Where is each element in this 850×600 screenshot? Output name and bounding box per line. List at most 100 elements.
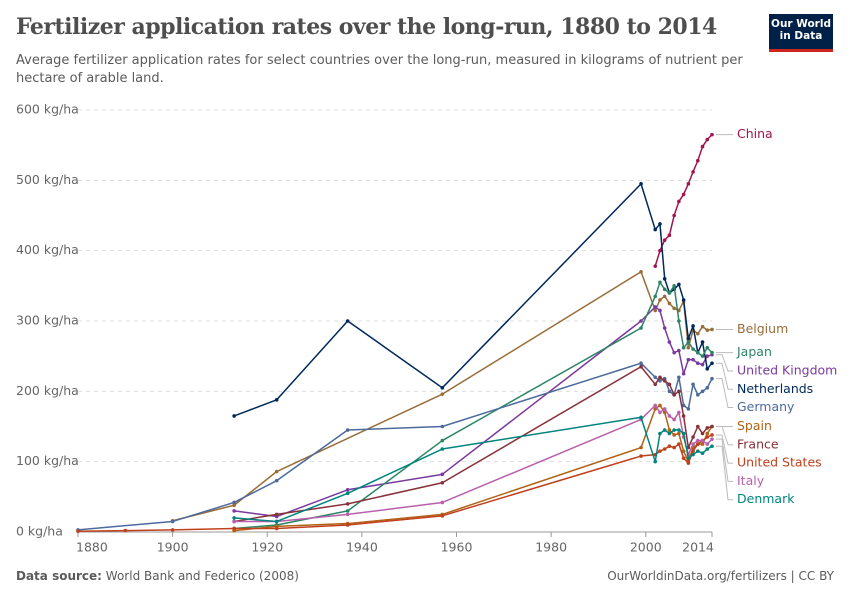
data-point	[170, 519, 175, 524]
data-point	[677, 389, 681, 394]
data-point	[677, 348, 681, 353]
series-line	[234, 306, 713, 518]
data-point	[232, 503, 236, 508]
data-point	[667, 301, 672, 306]
data-point	[658, 280, 662, 285]
x-tick-label: 2000	[630, 540, 662, 555]
source-text: World Bank and Federico (2008)	[105, 569, 299, 583]
data-point	[691, 449, 695, 453]
data-point	[705, 435, 710, 439]
x-tick-label: 1980	[535, 540, 567, 555]
data-point	[662, 326, 667, 330]
series-line	[77, 362, 713, 531]
data-point	[686, 357, 691, 362]
source-label: Data source:	[16, 569, 102, 583]
data-point	[667, 389, 672, 394]
data-point	[705, 367, 710, 371]
data-point	[639, 269, 643, 274]
data-point	[696, 331, 700, 336]
data-point	[345, 319, 350, 323]
data-point	[658, 248, 662, 253]
data-point	[705, 426, 710, 430]
data-point	[658, 308, 662, 313]
data-point	[662, 238, 667, 242]
data-point	[232, 414, 236, 418]
data-point	[681, 192, 686, 197]
data-point	[677, 199, 681, 204]
data-point	[696, 393, 700, 397]
credit[interactable]: OurWorldinData.org/fertilizers | CC BY	[607, 569, 834, 583]
data-point	[700, 451, 705, 456]
data-point	[274, 526, 279, 531]
data-point	[691, 452, 695, 457]
logo[interactable]: Our World in Data	[769, 14, 833, 52]
data-point	[274, 519, 279, 524]
data-point	[662, 407, 667, 411]
data-point	[232, 519, 236, 524]
series-label: Japan	[736, 344, 772, 359]
data-point	[681, 371, 686, 376]
data-point	[672, 213, 676, 218]
data-point	[691, 357, 695, 362]
data-point	[710, 444, 714, 448]
data-point	[681, 403, 686, 408]
data-point	[672, 445, 676, 450]
series-line	[234, 281, 713, 530]
data-point	[696, 424, 700, 429]
x-tick-label: 1940	[346, 540, 378, 555]
data-point	[658, 410, 662, 415]
data-point	[345, 428, 350, 432]
data-point	[76, 529, 80, 534]
data-point	[681, 345, 686, 350]
data-point	[662, 287, 667, 292]
data-point	[686, 407, 691, 411]
data-point	[705, 442, 710, 446]
data-point	[658, 375, 662, 380]
x-tick-label: 1960	[441, 540, 473, 555]
data-point	[710, 350, 714, 355]
series-label: Denmark	[737, 491, 795, 506]
data-point	[696, 361, 700, 366]
data-point	[672, 393, 676, 397]
data-point	[691, 347, 695, 351]
data-point	[639, 182, 643, 186]
data-point	[639, 364, 643, 369]
data-point	[658, 403, 662, 408]
data-point	[440, 472, 445, 477]
data-point	[672, 350, 676, 355]
data-point	[440, 500, 445, 505]
label-leader	[716, 438, 733, 482]
series-label: France	[737, 436, 779, 451]
data-point	[653, 227, 658, 232]
data-point	[672, 433, 676, 437]
x-tick-label: 2014	[682, 540, 714, 555]
series-label: United Kingdom	[737, 362, 837, 377]
data-point	[658, 449, 662, 453]
data-point	[672, 428, 676, 432]
data-point	[662, 447, 667, 451]
data-point	[667, 382, 672, 387]
data-point	[710, 376, 714, 381]
series-label: Germany	[737, 399, 795, 414]
data-point	[691, 170, 695, 174]
data-point	[639, 454, 643, 458]
data-point	[440, 438, 445, 443]
data-point	[672, 306, 676, 311]
data-point	[677, 410, 681, 415]
data-point	[170, 528, 175, 532]
label-leader	[716, 434, 733, 464]
data-point	[232, 500, 236, 505]
data-point	[345, 512, 350, 517]
data-point	[345, 502, 350, 506]
y-tick-label: 500 kg/ha	[16, 172, 79, 187]
data-point	[440, 480, 445, 485]
data-point	[667, 431, 672, 436]
data-point	[696, 158, 700, 163]
data-point	[440, 447, 445, 451]
data-point	[667, 233, 672, 237]
data-point	[345, 523, 350, 527]
data-point	[662, 294, 667, 299]
data-point	[658, 298, 662, 302]
data-point	[345, 488, 350, 492]
